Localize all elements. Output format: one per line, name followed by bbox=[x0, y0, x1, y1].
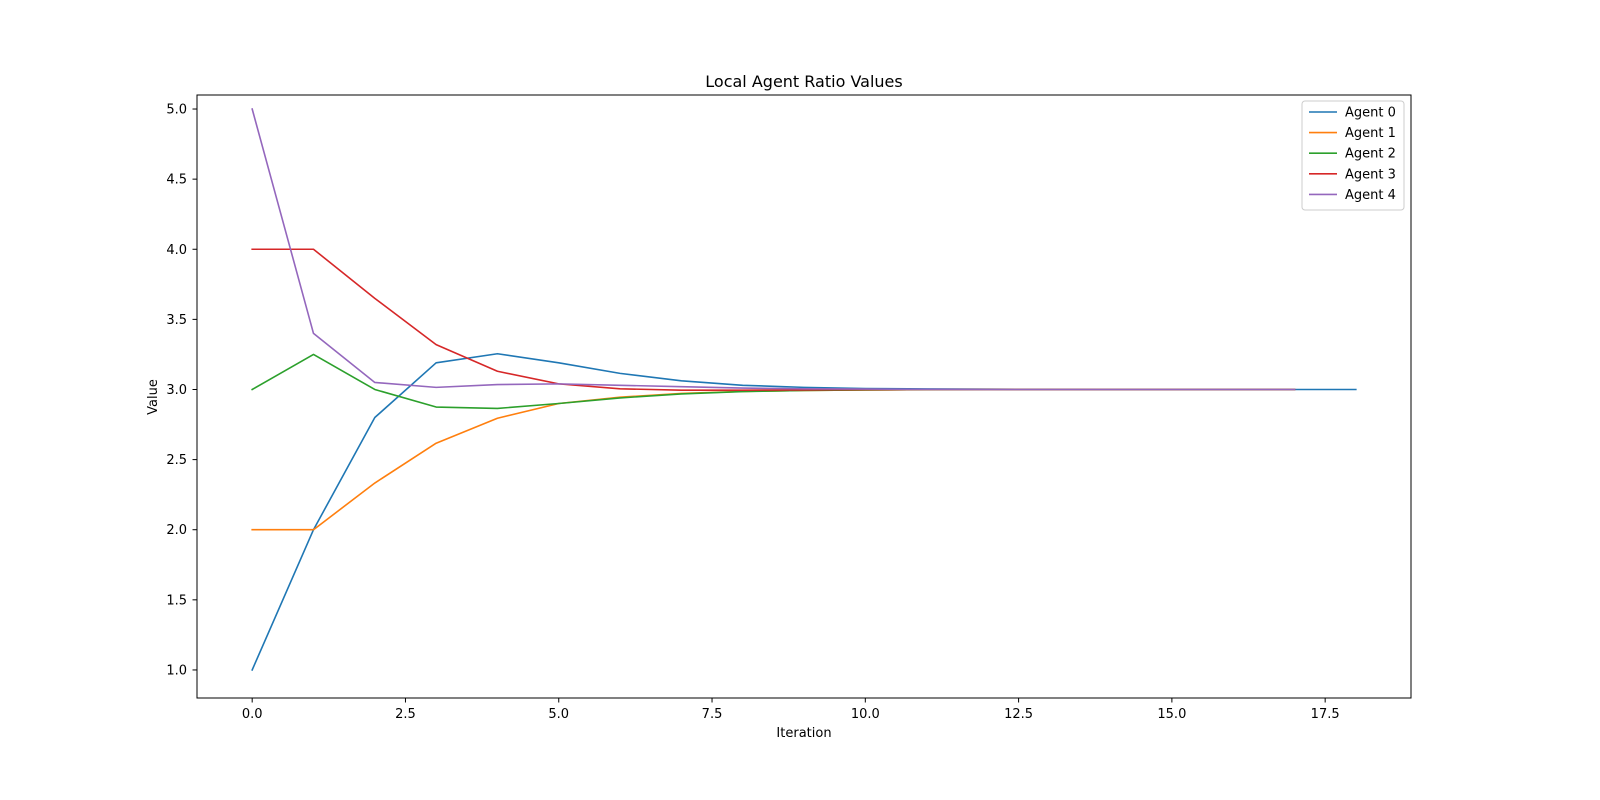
y-tick-label: 2.0 bbox=[166, 523, 187, 538]
legend-label-agent-2: Agent 2 bbox=[1345, 147, 1396, 162]
y-tick-label: 3.5 bbox=[166, 313, 187, 328]
legend-label-agent-4: Agent 4 bbox=[1345, 188, 1396, 203]
y-tick-label: 5.0 bbox=[166, 103, 187, 118]
y-tick-label: 4.5 bbox=[166, 173, 187, 188]
legend-label-agent-0: Agent 0 bbox=[1345, 106, 1396, 121]
x-tick-label: 2.5 bbox=[395, 707, 416, 722]
legend-label-agent-1: Agent 1 bbox=[1345, 126, 1396, 141]
x-axis: 0.0 2.5 5.0 7.5 10.0 12.5 15.0 17.5 bbox=[242, 698, 1340, 722]
plot-frame bbox=[196, 94, 1412, 699]
y-tick-label: 2.5 bbox=[166, 453, 187, 468]
y-tick-label: 3.0 bbox=[166, 383, 187, 398]
x-tick-label: 12.5 bbox=[1004, 707, 1033, 722]
x-tick-label: 15.0 bbox=[1157, 707, 1186, 722]
x-tick-label: 5.0 bbox=[548, 707, 569, 722]
x-axis-label: Iteration bbox=[776, 726, 831, 741]
x-tick-label: 17.5 bbox=[1311, 707, 1340, 722]
plot-lines bbox=[251, 108, 1357, 672]
y-tick-label: 4.0 bbox=[166, 243, 187, 258]
legend: Agent 0 Agent 1 Agent 2 Agent 3 Agent 4 bbox=[1301, 100, 1405, 211]
y-tick-label: 1.5 bbox=[166, 593, 187, 608]
x-tick-label: 10.0 bbox=[851, 707, 880, 722]
y-axis: 1.0 1.5 2.0 2.5 3.0 3.5 4.0 4.5 5.0 bbox=[166, 103, 197, 678]
x-tick-label: 0.0 bbox=[242, 707, 263, 722]
y-axis-label: Value bbox=[146, 379, 161, 415]
legend-box bbox=[1301, 100, 1405, 211]
y-tick-label: 1.0 bbox=[166, 663, 187, 678]
legend-label-agent-3: Agent 3 bbox=[1345, 167, 1396, 182]
series-line-agent-4 bbox=[251, 108, 1296, 391]
x-tick-label: 7.5 bbox=[702, 707, 723, 722]
chart-title: Local Agent Ratio Values bbox=[705, 72, 902, 91]
